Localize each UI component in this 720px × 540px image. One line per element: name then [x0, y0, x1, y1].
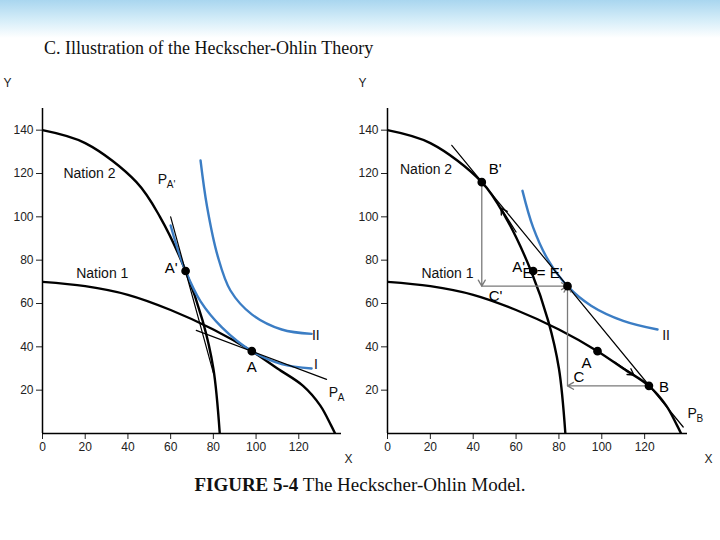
svg-text:A': A' — [167, 179, 176, 190]
svg-text:Nation 1: Nation 1 — [421, 265, 473, 281]
svg-text:100: 100 — [592, 440, 612, 454]
svg-text:C: C — [574, 368, 585, 385]
svg-text:Nation 2: Nation 2 — [63, 165, 115, 181]
svg-text:40: 40 — [121, 440, 135, 454]
svg-text:A': A' — [165, 259, 178, 276]
svg-text:II: II — [662, 327, 670, 343]
svg-text:80: 80 — [552, 440, 566, 454]
svg-text:II: II — [312, 327, 320, 343]
svg-text:X: X — [344, 452, 352, 466]
svg-text:80: 80 — [365, 253, 379, 267]
html-text:C. Illustration of the Hecksch: C. Illustration of the Heckscher-Ohlin T… — [44, 38, 374, 58]
svg-text:40: 40 — [365, 340, 379, 354]
svg-text:140: 140 — [358, 123, 378, 137]
svg-text:20: 20 — [79, 440, 93, 454]
svg-text:60: 60 — [509, 440, 523, 454]
svg-text:120: 120 — [635, 440, 655, 454]
html-text:FIGURE 5-4 The Heckscher-Ohlin: FIGURE 5-4 The Heckscher-Ohlin Model. — [194, 474, 526, 495]
svg-text:0: 0 — [384, 440, 391, 454]
svg-text:60: 60 — [365, 296, 379, 310]
svg-text:Y: Y — [4, 76, 12, 90]
svg-text:100: 100 — [246, 440, 266, 454]
svg-text:I: I — [314, 356, 318, 372]
svg-text:80: 80 — [207, 440, 221, 454]
svg-text:B: B — [659, 378, 669, 395]
svg-text:P: P — [688, 405, 697, 421]
svg-text:X: X — [704, 452, 712, 466]
svg-text:40: 40 — [467, 440, 481, 454]
svg-text:P: P — [158, 171, 167, 187]
svg-text:120: 120 — [289, 440, 309, 454]
svg-text:120: 120 — [358, 166, 378, 180]
svg-text:A: A — [338, 392, 345, 403]
svg-text:C': C' — [489, 287, 503, 304]
svg-text:20: 20 — [424, 440, 438, 454]
svg-text:40: 40 — [20, 340, 34, 354]
svg-text:100: 100 — [13, 210, 33, 224]
svg-text:Nation 2: Nation 2 — [400, 161, 452, 177]
svg-text:80: 80 — [20, 253, 34, 267]
svg-text:60: 60 — [20, 296, 34, 310]
svg-text:120: 120 — [13, 166, 33, 180]
svg-text:Nation 1: Nation 1 — [76, 265, 128, 281]
svg-text:E = E': E = E' — [523, 264, 563, 281]
svg-text:P: P — [329, 384, 338, 400]
svg-text:B: B — [697, 413, 704, 424]
svg-text:20: 20 — [20, 383, 34, 397]
svg-text:A: A — [247, 358, 257, 375]
svg-text:A': A' — [512, 257, 526, 275]
svg-text:0: 0 — [39, 440, 46, 454]
svg-text:20: 20 — [365, 383, 379, 397]
svg-text:B': B' — [489, 160, 502, 177]
svg-text:A: A — [581, 354, 592, 371]
svg-text:60: 60 — [164, 440, 178, 454]
svg-text:100: 100 — [358, 210, 378, 224]
svg-text:140: 140 — [13, 123, 33, 137]
svg-text:Y: Y — [359, 76, 367, 90]
